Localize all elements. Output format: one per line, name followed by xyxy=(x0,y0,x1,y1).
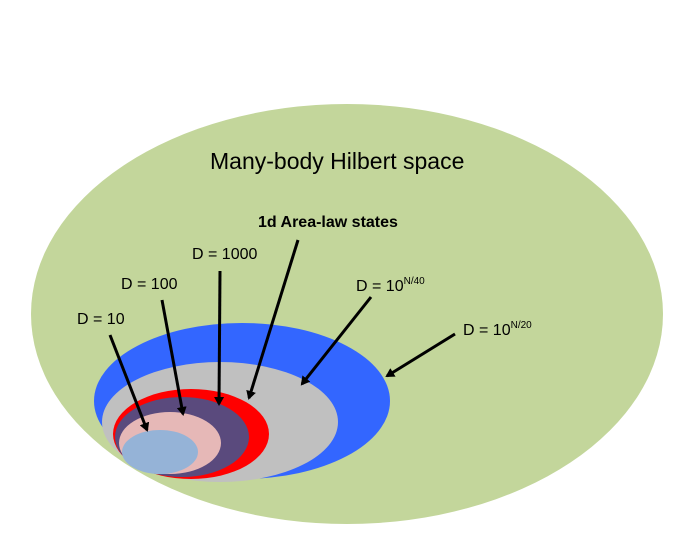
d1000-label: D = 1000 xyxy=(192,246,258,263)
d10-label: D = 10 xyxy=(77,311,125,328)
d-10-n20-base: D = 10 xyxy=(463,322,511,339)
d-10-n20-exponent: N/20 xyxy=(510,320,532,331)
d-10-n40-label: D = 10N/40 xyxy=(356,276,425,296)
arrow-area-law xyxy=(246,239,300,400)
d-10-n40-exponent: N/40 xyxy=(403,276,425,287)
arrow-d-10-n40 xyxy=(300,296,373,386)
d-10-n20-label: D = 10N/20 xyxy=(463,320,532,340)
arrow-d-10-n20 xyxy=(385,332,456,378)
d100-label: D = 100 xyxy=(121,276,178,293)
d10-region xyxy=(122,430,198,474)
d-10-n40-base: D = 10 xyxy=(356,278,404,295)
arrow-d1000 xyxy=(214,270,225,406)
hilbert-space-title: Many-body Hilbert space xyxy=(210,148,465,174)
arrow-d10 xyxy=(108,334,150,432)
area-law-label: 1d Area-law states xyxy=(258,214,398,231)
arrow-d100 xyxy=(160,299,187,416)
